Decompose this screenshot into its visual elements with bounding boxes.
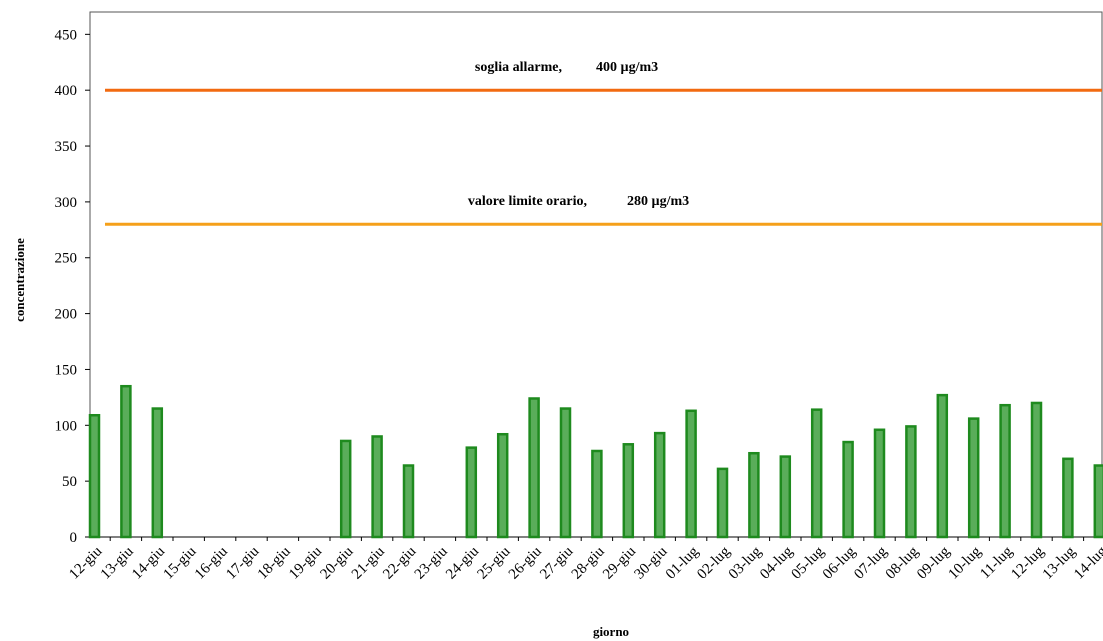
- x-tick-label: 05-lug: [789, 543, 828, 582]
- y-tick-label: 100: [55, 418, 78, 434]
- bar: [151, 407, 164, 539]
- x-tick-label: 27-giu: [537, 543, 576, 582]
- bar: [528, 397, 540, 539]
- x-tick-label: 03-lug: [726, 543, 765, 582]
- bar: [779, 455, 792, 539]
- y-tick-label: 50: [62, 474, 77, 490]
- x-tick-label: 09-lug: [914, 543, 953, 582]
- reference-line-name: soglia allarme,: [475, 60, 562, 75]
- x-tick-label: 26-giu: [506, 543, 545, 582]
- reference-line-value: 400 µg/m3: [596, 60, 658, 75]
- bar: [653, 431, 666, 539]
- plot-frame: [89, 11, 1103, 537]
- bar: [591, 449, 603, 539]
- x-tick-label: 19-giu: [286, 543, 325, 582]
- x-axis-title: giorno: [593, 624, 629, 639]
- x-tick-label: 12-lug: [1008, 543, 1047, 582]
- bar: [842, 440, 854, 539]
- bar: [1093, 464, 1103, 539]
- x-tick-label: 17-giu: [223, 543, 262, 582]
- x-tick-label: 08-lug: [883, 543, 922, 582]
- x-tick-label: 02-lug: [694, 543, 733, 582]
- bar: [465, 446, 478, 539]
- x-tick-label: 30-giu: [632, 543, 671, 582]
- x-tick-label: 22-giu: [380, 543, 419, 582]
- bar: [685, 409, 697, 539]
- x-tick-label: 04-lug: [757, 543, 796, 582]
- x-tick-label: 07-lug: [851, 543, 890, 582]
- bar: [905, 425, 917, 539]
- bar: [402, 464, 415, 539]
- x-tick-label: 28-giu: [569, 543, 608, 582]
- x-tick-label: 14-lug: [1071, 543, 1103, 582]
- bar: [1062, 457, 1074, 539]
- bar: [120, 384, 132, 539]
- bar: [810, 408, 823, 539]
- x-tick-label: 13-giu: [98, 543, 137, 582]
- y-tick-label: 200: [55, 307, 78, 323]
- bar: [716, 467, 729, 539]
- reference-line-name: valore limite orario,: [468, 194, 587, 209]
- x-tick-label: 23-giu: [412, 543, 451, 582]
- x-tick-label: 10-lug: [946, 543, 985, 582]
- bar: [748, 451, 760, 539]
- x-tick-label: 12-giu: [66, 543, 105, 582]
- x-tick-label: 01-lug: [663, 543, 702, 582]
- x-tick-label: 20-giu: [318, 543, 357, 582]
- x-tick-label: 25-giu: [475, 543, 514, 582]
- x-tick-label: 13-lug: [1040, 543, 1079, 582]
- x-tick-label: 15-giu: [161, 543, 200, 582]
- y-tick-label: 150: [55, 362, 78, 378]
- x-tick-label: 11-lug: [977, 543, 1016, 582]
- x-tick-label: 06-lug: [820, 543, 859, 582]
- y-tick-label: 300: [55, 195, 78, 211]
- plot-area: 0 50 100 150 200 250 300 350 400 450 soglia allarm…: [55, 11, 1103, 583]
- bar: [1030, 401, 1043, 539]
- bar: [967, 417, 980, 539]
- y-tick-label: 400: [55, 83, 78, 99]
- bar: [999, 403, 1011, 539]
- bar: [559, 407, 572, 539]
- reference-line-value: 280 µg/m3: [627, 194, 689, 209]
- bar: [496, 432, 509, 539]
- bar: [339, 439, 352, 539]
- bar: [873, 428, 886, 539]
- y-tick-label: 0: [70, 530, 78, 546]
- bar: [371, 435, 383, 539]
- x-tick-label: 18-giu: [255, 543, 294, 582]
- y-axis-title: concentrazione: [12, 238, 27, 322]
- y-tick-label: 250: [55, 251, 78, 267]
- bar: [936, 393, 949, 539]
- x-tick-label: 29-giu: [600, 543, 639, 582]
- x-tick-label: 14-giu: [129, 543, 168, 582]
- bar: [622, 443, 635, 539]
- bar: [88, 413, 101, 539]
- y-tick-label: 350: [55, 139, 78, 155]
- x-tick-label: 21-giu: [349, 543, 388, 582]
- x-tick-label: 16-giu: [192, 543, 231, 582]
- x-tick-label: 24-giu: [443, 543, 482, 582]
- y-tick-label: 450: [55, 27, 78, 43]
